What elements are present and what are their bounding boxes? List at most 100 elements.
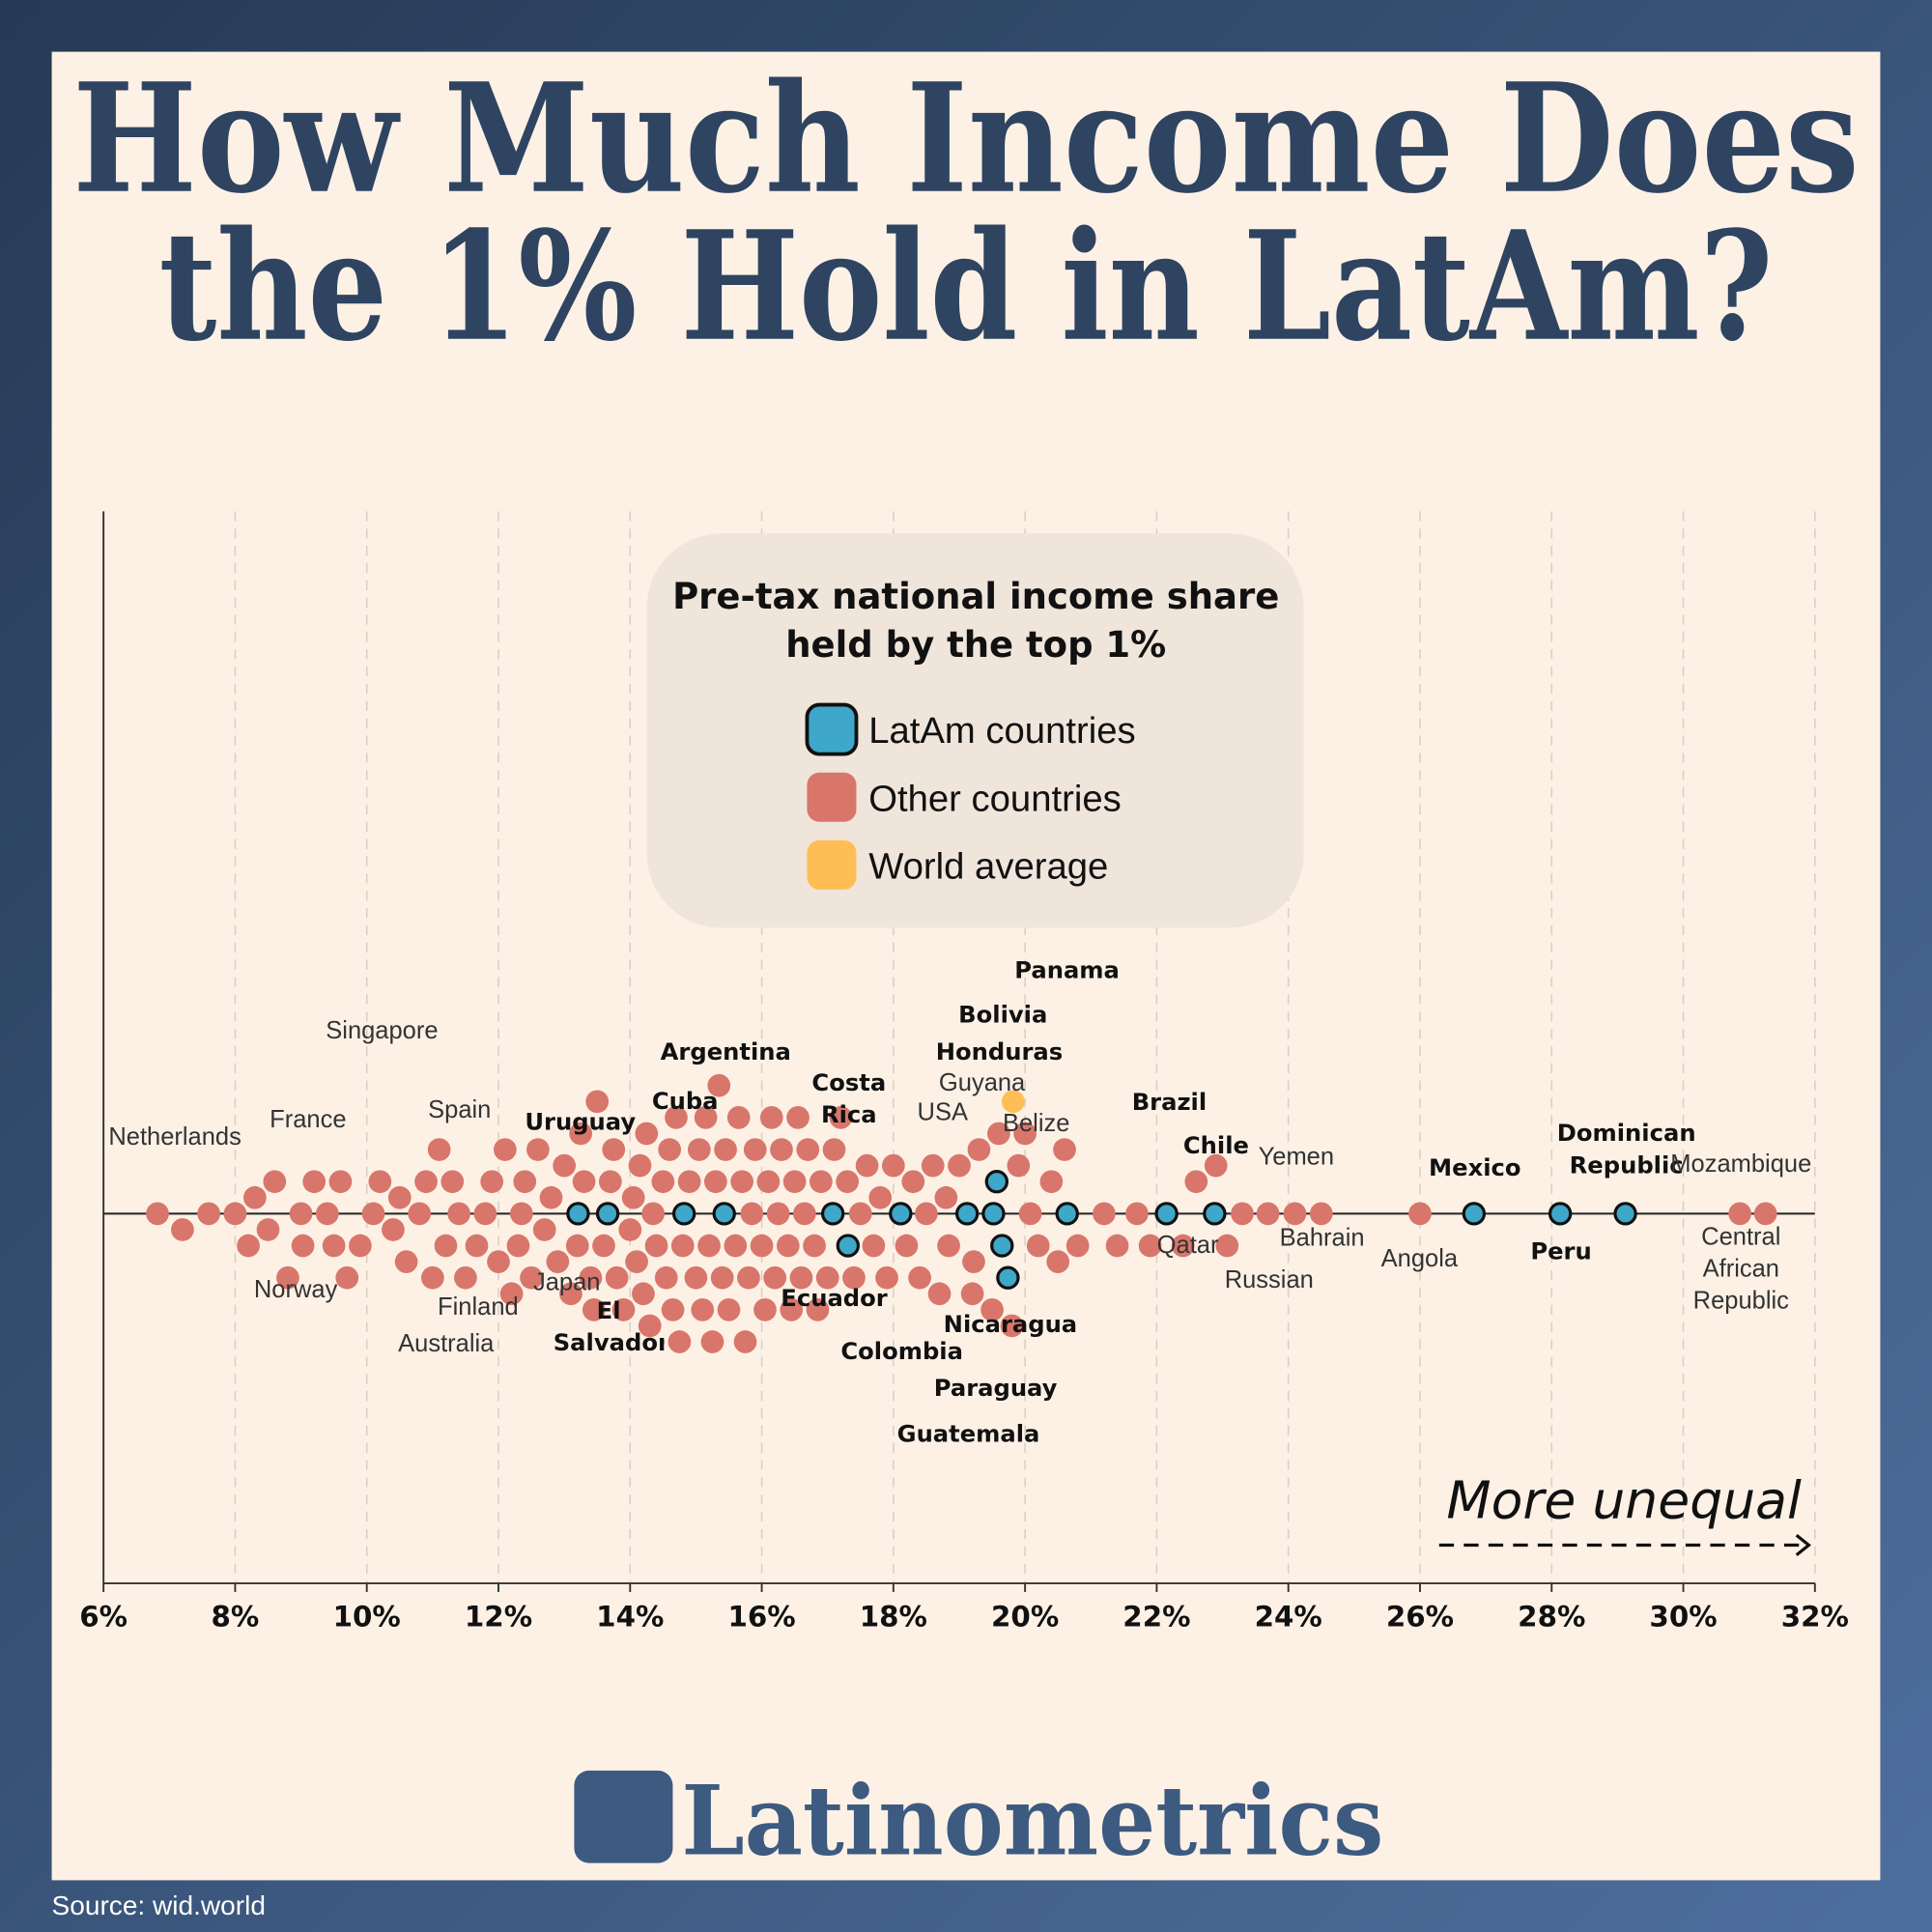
dot — [714, 1138, 737, 1161]
dot — [895, 1234, 919, 1258]
legend-box — [646, 533, 1304, 928]
dot — [803, 1234, 826, 1258]
dot — [291, 1234, 315, 1258]
dot — [1039, 1170, 1064, 1194]
dot — [881, 1153, 905, 1178]
point-label: Japan — [533, 1268, 600, 1295]
dot — [1256, 1202, 1280, 1226]
dot — [717, 1298, 741, 1321]
dot — [810, 1170, 833, 1194]
point-label: Yemen — [1259, 1143, 1334, 1170]
dot — [684, 1265, 708, 1290]
dot — [559, 1282, 582, 1306]
dot — [526, 1138, 550, 1161]
dot — [625, 1250, 648, 1273]
dot — [700, 1330, 724, 1353]
dot — [733, 1330, 757, 1353]
dot — [546, 1250, 570, 1273]
point-label: Argentina — [661, 1038, 791, 1065]
dot — [782, 1170, 807, 1194]
point-label: Mozambique — [1670, 1151, 1811, 1178]
dot — [687, 1138, 711, 1161]
dot — [473, 1202, 497, 1226]
dot — [703, 1170, 727, 1194]
dot — [1018, 1202, 1042, 1226]
legend-label: LatAm countries — [868, 710, 1135, 752]
dot — [447, 1202, 470, 1226]
dot — [796, 1138, 820, 1161]
dot — [315, 1202, 339, 1226]
point-label: Cuba — [652, 1088, 719, 1115]
dot — [954, 1202, 980, 1226]
dot — [694, 1106, 718, 1129]
x-tick-label: 30% — [1649, 1601, 1717, 1634]
dot — [493, 1138, 517, 1161]
dot — [1026, 1234, 1050, 1258]
logo-icon — [574, 1770, 673, 1863]
x-tick-label: 28% — [1518, 1601, 1585, 1634]
panel — [51, 51, 1881, 1881]
point-label: Spain — [428, 1096, 491, 1123]
dot — [770, 1138, 793, 1161]
point-label: Mexico — [1429, 1154, 1520, 1181]
x-tick-label: 26% — [1386, 1601, 1454, 1634]
point-label: USA — [918, 1098, 968, 1125]
point-label: Belize — [1003, 1110, 1069, 1137]
dot — [532, 1218, 556, 1241]
dot — [815, 1265, 839, 1290]
dot — [1184, 1170, 1208, 1194]
point-label: Chile — [1183, 1132, 1249, 1159]
point-label: Bolivia — [958, 1002, 1047, 1029]
dot — [382, 1218, 405, 1241]
dot — [644, 1234, 668, 1258]
point-label: Costa Rica — [811, 1069, 887, 1129]
dot — [289, 1202, 313, 1226]
x-tick-label: 14% — [596, 1601, 664, 1634]
dot — [621, 1185, 645, 1209]
dot — [967, 1138, 991, 1161]
dot — [862, 1234, 886, 1258]
dot — [1125, 1202, 1149, 1226]
dot — [302, 1170, 327, 1194]
point-label: Dominican Republic — [1556, 1120, 1696, 1179]
dot — [1548, 1202, 1573, 1226]
dot — [697, 1234, 721, 1258]
dot — [553, 1153, 576, 1178]
point-label: Panama — [1014, 957, 1120, 984]
dot — [740, 1202, 764, 1226]
point-label: Guatemala — [897, 1420, 1040, 1447]
title-line: How Much Income Does — [72, 50, 1859, 227]
dot — [948, 1153, 971, 1178]
x-tick-label: 10% — [333, 1601, 401, 1634]
dot — [414, 1170, 438, 1194]
dot — [753, 1298, 777, 1321]
point-label: Peru — [1530, 1238, 1591, 1265]
point-label: Dominican Republic — [1556, 1120, 1696, 1179]
dot — [605, 1265, 629, 1290]
point-label: El Salvador — [553, 1297, 665, 1357]
plot: 6% 8% 10% 12% 14% 16% 18% 20% 22% 24% 26% 28% 30% 32%… — [79, 511, 1849, 1634]
point-label: Colombia — [840, 1338, 963, 1365]
dot — [582, 1298, 606, 1321]
legend-label: Other countries — [868, 778, 1121, 819]
dot — [776, 1234, 800, 1258]
dot — [628, 1153, 652, 1178]
point-label: Australia — [398, 1330, 495, 1357]
dot — [960, 1282, 984, 1306]
dot — [618, 1218, 642, 1241]
brand: Latinometrics — [681, 1766, 1383, 1878]
dot — [822, 1138, 846, 1161]
dot — [635, 1122, 659, 1146]
dot — [632, 1282, 655, 1306]
dot — [539, 1185, 563, 1209]
point-label: Ecuador — [781, 1285, 887, 1312]
dot — [579, 1265, 603, 1290]
dot — [572, 1170, 596, 1194]
dot — [368, 1170, 392, 1194]
dot — [763, 1265, 787, 1290]
dot — [598, 1170, 622, 1194]
point-label: Netherlands — [108, 1123, 242, 1151]
point-label: Qatar — [1157, 1232, 1219, 1259]
point-label: France — [270, 1106, 346, 1133]
dot — [387, 1185, 412, 1209]
